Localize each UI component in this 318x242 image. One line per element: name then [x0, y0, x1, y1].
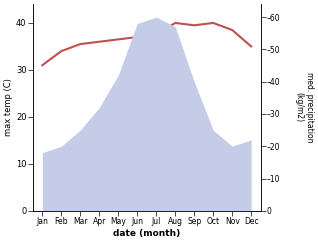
- X-axis label: date (month): date (month): [113, 229, 180, 238]
- Y-axis label: max temp (C): max temp (C): [4, 79, 13, 136]
- Y-axis label: med. precipitation
(kg/m2): med. precipitation (kg/m2): [294, 72, 314, 143]
